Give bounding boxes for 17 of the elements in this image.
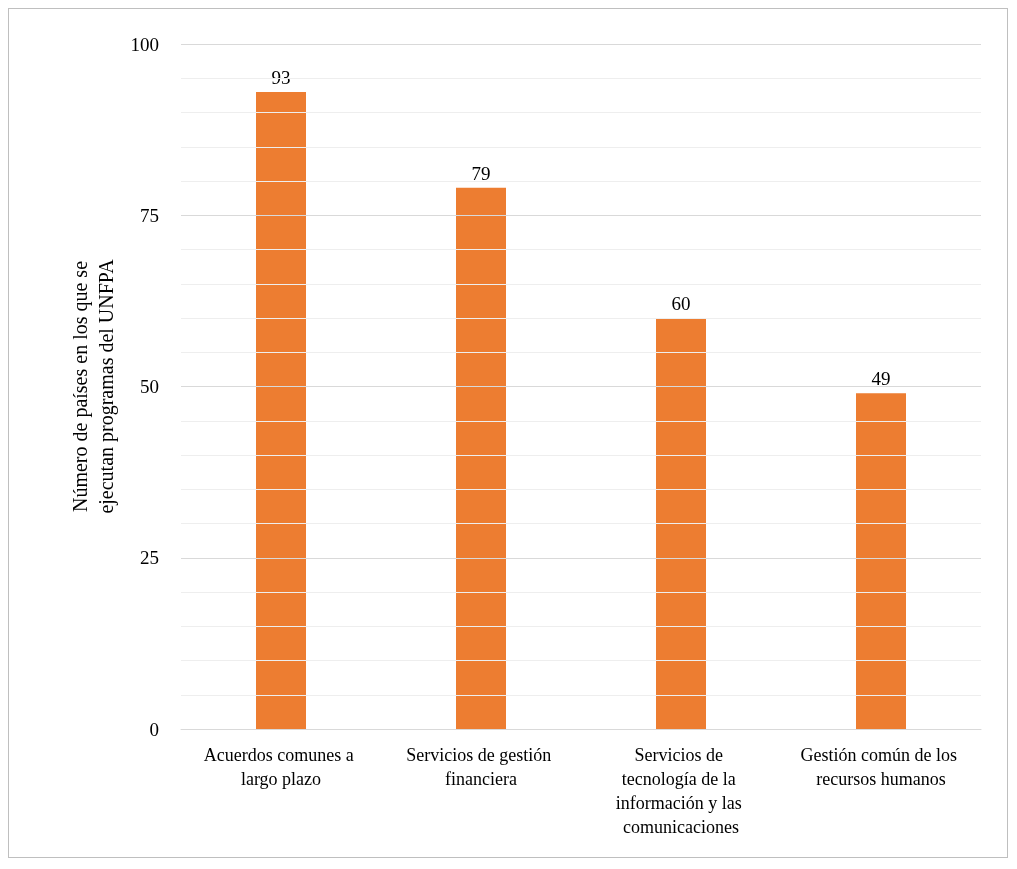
y-axis-title: Número de países en los que se ejecutan programas del UNFPA (69, 258, 118, 514)
bar (456, 187, 506, 729)
x-tick-label: Servicios de gestión financiera (406, 745, 556, 789)
x-tick-label: Servicios de tecnología de la información y las comunicaciones (615, 745, 747, 837)
data-label: 79 (471, 162, 491, 184)
y-tick-label: 75 (140, 204, 159, 226)
data-label: 60 (671, 293, 691, 314)
y-tick-label: 25 (140, 547, 159, 569)
x-tick-label: Acuerdos comunes a largo plazo (203, 745, 359, 789)
bar (256, 91, 306, 729)
y-tick-label: 50 (140, 376, 159, 397)
data-label: 49 (871, 368, 891, 390)
bar (656, 318, 706, 729)
x-tick-label: Gestión común de los recursos humanos (800, 745, 962, 789)
bar (856, 393, 906, 729)
y-tick-label: 100 (130, 33, 159, 55)
y-tick-label: 0 (149, 718, 159, 740)
